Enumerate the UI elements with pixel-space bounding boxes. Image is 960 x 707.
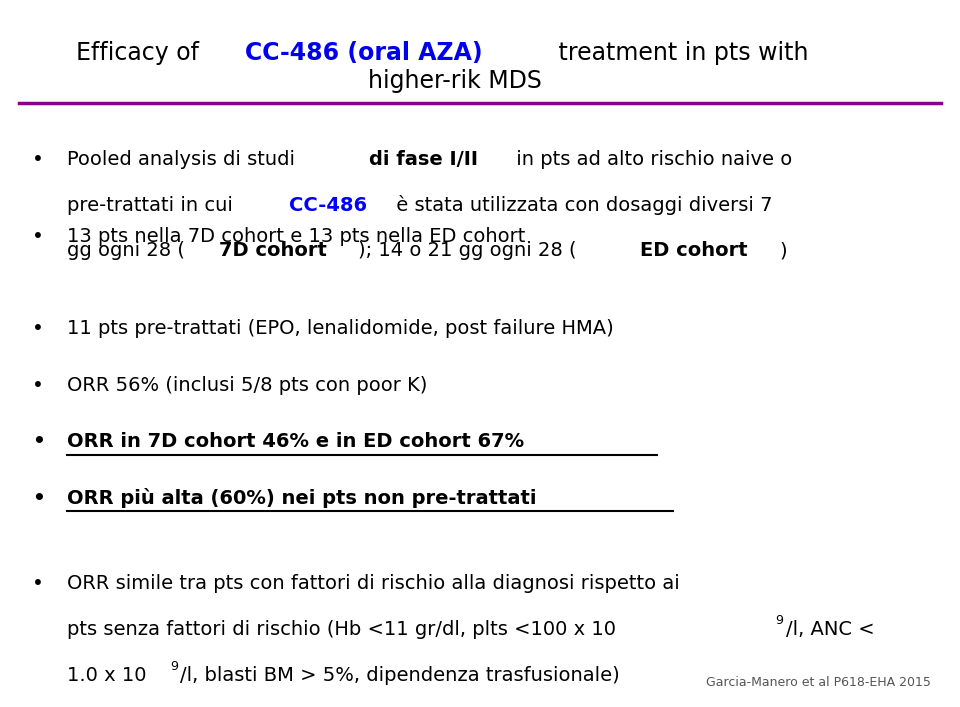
Text: ORR simile tra pts con fattori di rischio alla diagnosi rispetto ai: ORR simile tra pts con fattori di rischi… (67, 574, 680, 592)
Text: /l, ANC <: /l, ANC < (786, 620, 875, 638)
Text: ORR in 7D cohort 46% e in ED cohort 67%: ORR in 7D cohort 46% e in ED cohort 67% (67, 433, 524, 451)
Text: pts senza fattori di rischio (Hb <11 gr/dl, plts <100 x 10: pts senza fattori di rischio (Hb <11 gr/… (67, 620, 616, 638)
Text: •: • (32, 489, 45, 508)
Text: Garcia-Manero et al P618-EHA 2015: Garcia-Manero et al P618-EHA 2015 (707, 677, 931, 689)
Text: ): ) (780, 242, 787, 260)
Text: pre-trattati in cui: pre-trattati in cui (67, 196, 239, 214)
Text: CC-486 (oral AZA): CC-486 (oral AZA) (245, 41, 482, 65)
Text: higher-rik MDS: higher-rik MDS (368, 69, 541, 93)
Text: •: • (33, 574, 44, 592)
Text: di fase I/II: di fase I/II (370, 150, 478, 168)
Text: ORR 56% (inclusi 5/8 pts con poor K): ORR 56% (inclusi 5/8 pts con poor K) (67, 376, 427, 395)
Text: •: • (33, 376, 44, 395)
Text: •: • (33, 320, 44, 338)
Text: Pooled analysis di studi: Pooled analysis di studi (67, 150, 301, 168)
Text: 11 pts pre-trattati (EPO, lenalidomide, post failure HMA): 11 pts pre-trattati (EPO, lenalidomide, … (67, 320, 614, 338)
Text: ); 14 o 21 gg ogni 28 (: ); 14 o 21 gg ogni 28 ( (358, 242, 577, 260)
Text: treatment in pts with: treatment in pts with (551, 41, 809, 65)
Text: •: • (33, 228, 44, 246)
Text: Efficacy of: Efficacy of (77, 41, 206, 65)
Text: in pts ad alto rischio naive o: in pts ad alto rischio naive o (510, 150, 792, 168)
Text: /l, blasti BM > 5%, dipendenza trasfusionale): /l, blasti BM > 5%, dipendenza trasfusio… (180, 666, 620, 684)
Text: ED cohort: ED cohort (640, 242, 748, 260)
Text: è stata utilizzata con dosaggi diversi 7: è stata utilizzata con dosaggi diversi 7 (390, 195, 773, 215)
Text: 1.0 x 10: 1.0 x 10 (67, 666, 147, 684)
Text: 13 pts nella 7D cohort e 13 pts nella ED cohort: 13 pts nella 7D cohort e 13 pts nella ED… (67, 228, 525, 246)
Text: •: • (33, 150, 44, 168)
Text: •: • (32, 433, 45, 451)
Text: 9: 9 (776, 614, 783, 627)
Text: 7D cohort: 7D cohort (219, 242, 327, 260)
Text: 9: 9 (170, 660, 178, 673)
Text: CC-486: CC-486 (289, 196, 368, 214)
Text: gg ogni 28 (: gg ogni 28 ( (67, 242, 185, 260)
Text: ORR più alta (60%) nei pts non pre-trattati: ORR più alta (60%) nei pts non pre-tratt… (67, 489, 537, 508)
